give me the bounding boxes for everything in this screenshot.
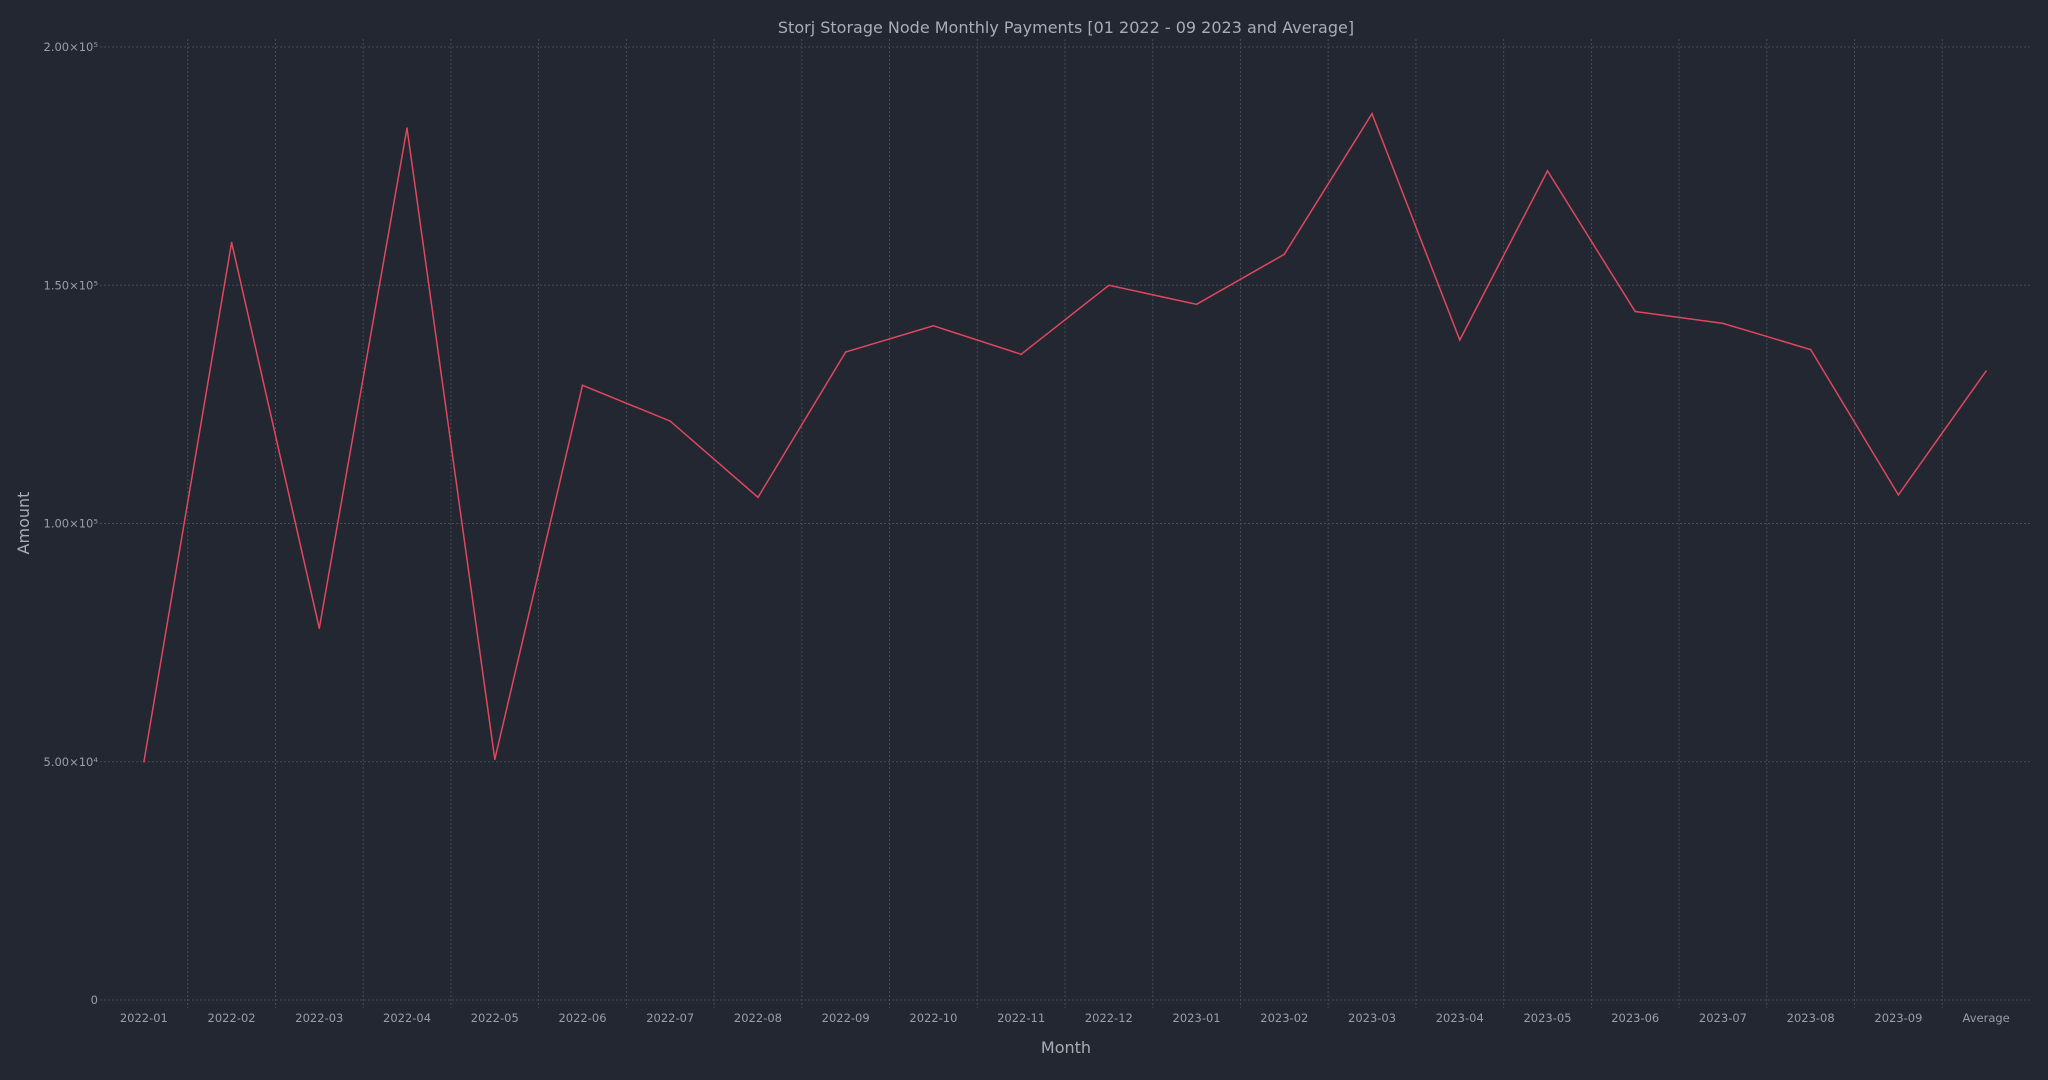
x-axis-ticks: 2022-01 2022-02 2022-03 2022-04 2022-05 2022-… (120, 1011, 2010, 1025)
data-point (1897, 494, 1900, 496)
x-tick-label: 2023-04 (1436, 1011, 1484, 1025)
data-point (932, 324, 935, 327)
data-point (844, 351, 847, 353)
x-tick-label: 2023-02 (1260, 1011, 1308, 1025)
data-point (1371, 112, 1373, 115)
x-tick-label: 2023-07 (1699, 1011, 1747, 1025)
x-tick-label: 2023-09 (1874, 1011, 1922, 1025)
data-point (1722, 322, 1724, 325)
x-tick-label: 2022-11 (997, 1011, 1045, 1025)
data-point (1108, 284, 1110, 287)
data-point (143, 760, 145, 763)
data-point (493, 758, 496, 761)
data-point (1458, 339, 1461, 341)
y-axis-ticks: 0 5.00×10⁴ 1.00×10⁵ 1.50×10⁵ 2.00×10⁵ (44, 40, 99, 1007)
data-point (1985, 370, 1987, 372)
data-point (581, 384, 584, 387)
x-tick-label: 2022-03 (295, 1011, 343, 1025)
data-point (757, 496, 759, 499)
x-tick-label: 2022-04 (383, 1011, 431, 1025)
data-point (1020, 353, 1022, 356)
data-point (230, 241, 233, 244)
y-tick-label: 5.00×10⁴ (44, 755, 99, 769)
data-point (406, 127, 408, 129)
x-tick-label: 2022-02 (208, 1011, 256, 1025)
x-tick-label: 2023-08 (1787, 1011, 1835, 1025)
x-tick-label: 2022-06 (558, 1011, 606, 1025)
y-tick-label: 2.00×10⁵ (44, 40, 99, 54)
x-tick-label: 2022-12 (1085, 1011, 1133, 1025)
x-axis-label: Month (1041, 1038, 1091, 1057)
data-point (1546, 170, 1549, 172)
x-tick-label: 2022-10 (909, 1011, 957, 1025)
data-point (1634, 310, 1637, 313)
y-axis-label: Amount (14, 492, 33, 555)
x-tick-label: 2022-09 (822, 1011, 870, 1025)
series-line (143, 112, 1987, 762)
x-tick-label: 2022-07 (646, 1011, 694, 1025)
x-tick-label: 2023-05 (1523, 1011, 1571, 1025)
data-point (1195, 303, 1198, 306)
x-tick-label: 2022-05 (471, 1011, 519, 1025)
x-tick-label: 2022-01 (120, 1011, 168, 1025)
data-point (669, 420, 672, 422)
y-tick-label: 1.50×10⁵ (44, 278, 99, 292)
data-point (1809, 348, 1812, 351)
series-layer (143, 112, 1987, 763)
data-point (1283, 253, 1286, 256)
x-tick-label: 2023-03 (1348, 1011, 1396, 1025)
x-tick-label: 2023-01 (1173, 1011, 1221, 1025)
x-tick-label: 2023-06 (1611, 1011, 1659, 1025)
x-tick-label: 2022-08 (734, 1011, 782, 1025)
y-tick-label: 0 (91, 993, 98, 1007)
chart-title: Storj Storage Node Monthly Payments [01 … (778, 18, 1354, 37)
grid (100, 39, 2030, 1008)
data-point (318, 627, 321, 630)
y-tick-label: 1.00×10⁵ (44, 517, 99, 531)
x-tick-label: Average (1963, 1011, 2010, 1025)
